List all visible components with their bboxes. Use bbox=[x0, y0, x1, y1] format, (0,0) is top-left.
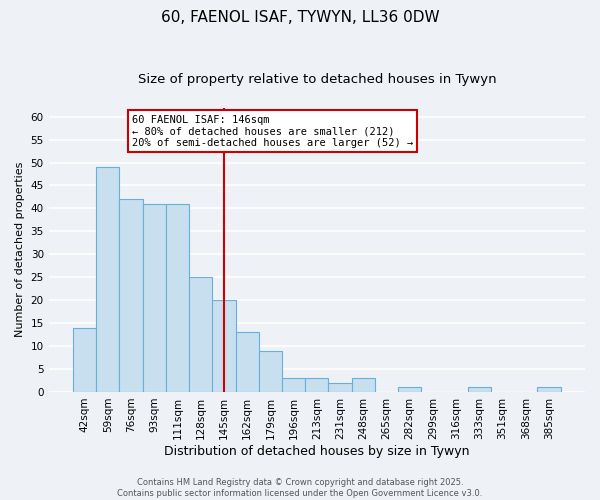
Bar bbox=[189, 278, 212, 392]
Bar bbox=[236, 332, 259, 392]
Y-axis label: Number of detached properties: Number of detached properties bbox=[15, 162, 25, 338]
Bar bbox=[96, 167, 119, 392]
Bar bbox=[538, 388, 560, 392]
Bar bbox=[352, 378, 375, 392]
Text: 60 FAENOL ISAF: 146sqm
← 80% of detached houses are smaller (212)
20% of semi-de: 60 FAENOL ISAF: 146sqm ← 80% of detached… bbox=[132, 114, 413, 148]
Bar bbox=[328, 383, 352, 392]
X-axis label: Distribution of detached houses by size in Tywyn: Distribution of detached houses by size … bbox=[164, 444, 470, 458]
Bar bbox=[468, 388, 491, 392]
Bar bbox=[143, 204, 166, 392]
Bar bbox=[73, 328, 96, 392]
Bar bbox=[166, 204, 189, 392]
Bar bbox=[259, 350, 282, 392]
Text: 60, FAENOL ISAF, TYWYN, LL36 0DW: 60, FAENOL ISAF, TYWYN, LL36 0DW bbox=[161, 10, 439, 25]
Title: Size of property relative to detached houses in Tywyn: Size of property relative to detached ho… bbox=[137, 72, 496, 86]
Bar bbox=[119, 200, 143, 392]
Bar bbox=[282, 378, 305, 392]
Bar bbox=[212, 300, 236, 392]
Text: Contains HM Land Registry data © Crown copyright and database right 2025.
Contai: Contains HM Land Registry data © Crown c… bbox=[118, 478, 482, 498]
Bar bbox=[305, 378, 328, 392]
Bar bbox=[398, 388, 421, 392]
